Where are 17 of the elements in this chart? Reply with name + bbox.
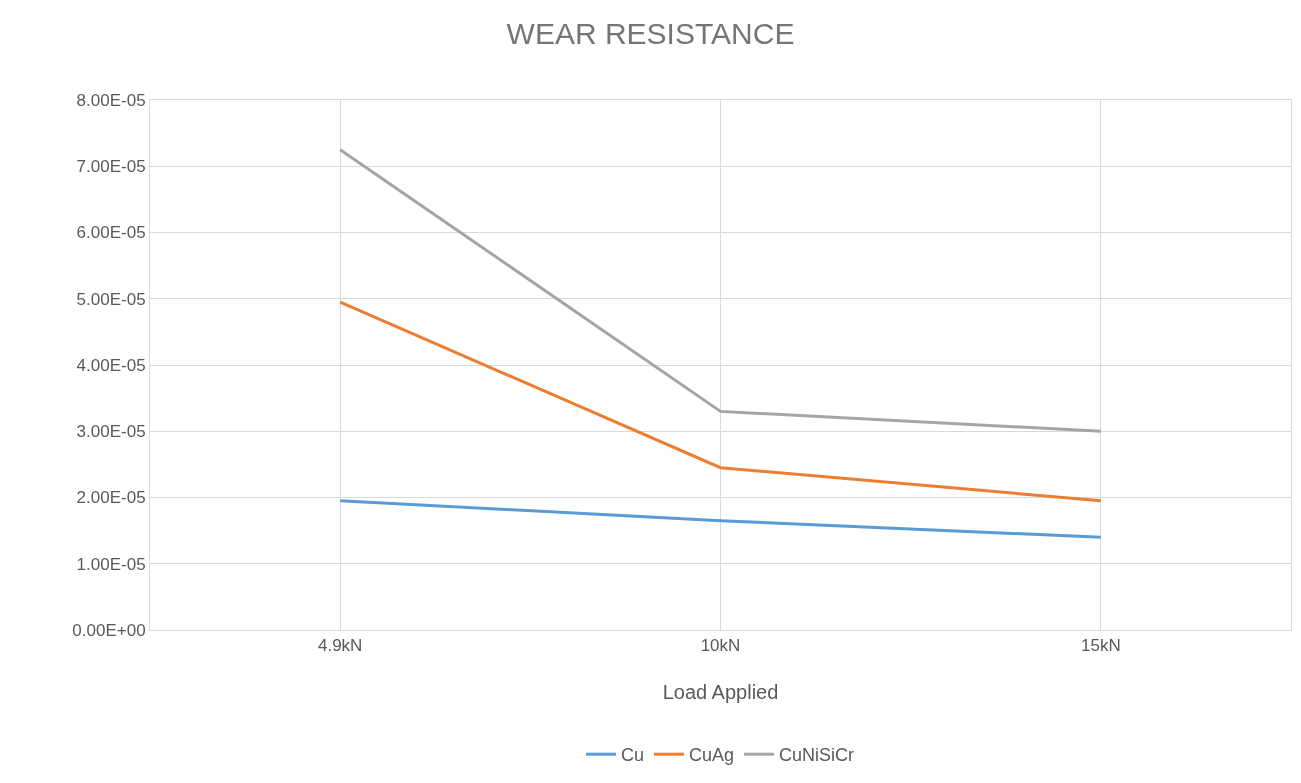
x-axis-title: Load Applied [662, 680, 779, 703]
x-tick-label: 15kN [1080, 636, 1121, 656]
y-tick-label: 6.00E-05 [76, 223, 146, 243]
legend-label: CuAg [689, 745, 735, 766]
chart-title: WEAR RESISTANCE [506, 17, 795, 51]
y-tick-label: 2.00E-05 [76, 488, 146, 508]
legend-label: CuNiSiCr [779, 745, 855, 766]
y-tick-label: 7.00E-05 [76, 157, 146, 177]
y-tick-label: 0.00E+00 [72, 620, 146, 640]
x-tick-label: 4.9kN [317, 636, 363, 656]
y-tick-label: 3.00E-05 [76, 422, 146, 442]
y-tick-label: 5.00E-05 [76, 289, 146, 309]
y-tick-label: 8.00E-05 [76, 90, 146, 110]
x-tick-label: 10kN [700, 636, 741, 656]
y-tick-label: 1.00E-05 [76, 554, 146, 574]
y-tick-label: 4.00E-05 [76, 355, 146, 375]
legend-label: Cu [621, 745, 645, 766]
